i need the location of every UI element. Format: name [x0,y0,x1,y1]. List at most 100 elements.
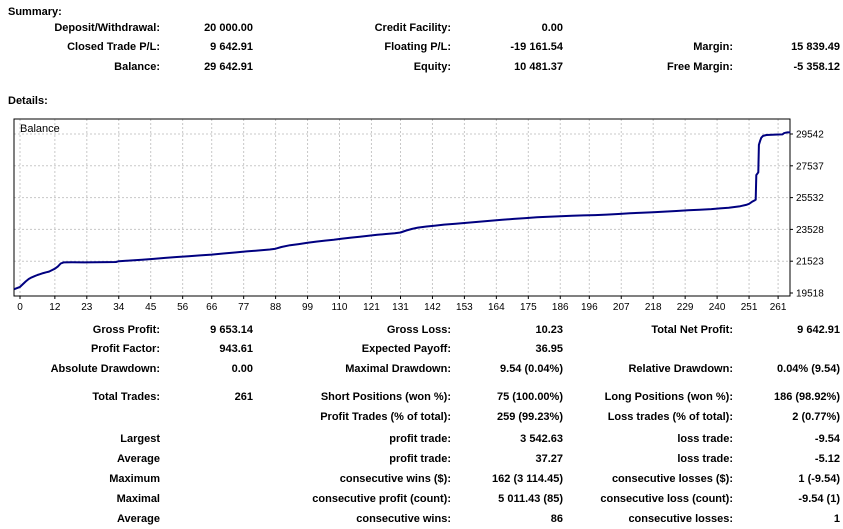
stat-value: -9.54 (1) [798,492,840,505]
x-tick-label: 175 [520,302,537,313]
stat-label: Credit Facility: [374,21,451,34]
stat-value: 3 542.63 [520,432,563,445]
x-tick-label: 153 [456,302,473,313]
stat-label: loss trade: [677,452,733,465]
stat-label: Maximum [109,472,160,485]
stat-label: Total Net Profit: [651,323,733,336]
stat-value: 186 (98.92%) [773,391,840,404]
stat-value: 75 (100.00%) [496,391,563,404]
balance-chart: 0 12 23 34 45 56 66 77 88 99 110 121 131 142 153 164 175… [0,115,843,320]
stat-value: 162 (3 114.45) [492,472,563,485]
stat-value: -19 161.54 [510,41,563,54]
details-row: Maximum consecutive wins ($): 162 (3 114.4… [0,469,841,489]
stat-label: loss trade: [677,432,733,445]
stat-value: 943.61 [219,343,253,356]
stat-label: Floating P/L: [384,41,451,54]
y-tick-label: 19518 [796,289,824,300]
stat-label: profit trade: [389,452,451,465]
x-tick-label: 66 [206,302,218,313]
details-row: Profit Trades (% of total): 259 (99.23%) L… [0,407,841,427]
x-tick-label: 121 [363,302,380,313]
x-tick-label: 164 [488,302,505,313]
stat-value: 0.00 [541,21,563,34]
stat-value: 9 653.14 [210,323,253,336]
details-row: Total Trades: 261 Short Positions (won %):… [0,388,841,408]
stat-value: 259 (99.23%) [496,410,563,423]
stat-value: 261 [234,391,253,404]
y-tick-label: 25532 [796,193,824,204]
summary-table: Deposit/Withdrawal: 20 000.00 Credit Facil… [0,18,841,77]
stat-label: Closed Trade P/L: [67,41,160,54]
x-tick-label: 229 [677,302,694,313]
x-tick-label: 12 [49,302,61,313]
stat-value: 37.27 [535,452,563,465]
balance-line [13,131,791,291]
x-tick-label: 131 [392,302,409,313]
stat-label: Long Positions (won %): [604,391,733,404]
stat-value: 2 (0.77%) [792,410,840,423]
stat-value: -5 358.12 [793,60,840,73]
x-tick-label: 207 [613,302,630,313]
x-tick-label: 99 [302,302,314,313]
stat-label: consecutive losses ($): [611,472,733,485]
y-tick-label: 21523 [796,257,824,268]
y-tick-label: 27537 [796,161,824,172]
details-table: Gross Profit: 9 653.14 Gross Loss: 10.23 Tot… [0,320,841,529]
details-row: Gross Profit: 9 653.14 Gross Loss: 10.23 Tot… [0,320,841,340]
stat-value: 10 481.37 [514,60,563,73]
details-row: Average consecutive wins: 86 consecutive lo… [0,509,841,529]
stat-label: Expected Payoff: [361,343,451,356]
x-tick-label: 88 [270,302,282,313]
stat-value: 29 642.91 [204,60,253,73]
x-tick-label: 34 [113,302,125,313]
stat-value: 9.54 (0.04%) [500,362,563,375]
x-tick-label: 77 [238,302,250,313]
x-tick-label: 23 [81,302,93,313]
stat-label: Profit Trades (% of total): [320,410,451,423]
x-tick-label: 0 [17,302,23,313]
stat-value: 86 [550,512,563,525]
x-tick-label: 56 [177,302,189,313]
stat-label: Balance: [114,60,160,73]
stat-label: Short Positions (won %): [320,391,451,404]
stat-value: 5 011.43 (85) [498,492,563,505]
stat-label: Largest [120,432,160,445]
stat-label: Gross Loss: [386,323,451,336]
details-title: Details: [8,95,48,107]
details-row: Maximal consecutive profit (count): 5 011.… [0,489,841,509]
stat-value: 0.04% (9.54) [777,362,840,375]
stat-label: Margin: [693,41,733,54]
stat-label: Total Trades: [92,391,160,404]
x-tick-label: 142 [424,302,441,313]
stat-value: 36.95 [535,343,563,356]
stat-label: profit trade: [389,432,451,445]
stat-label: Deposit/Withdrawal: [54,21,160,34]
details-row: Absolute Drawdown: 0.00 Maximal Drawdown: 9… [0,359,841,379]
x-tick-label: 261 [770,302,787,313]
stat-label: Gross Profit: [92,323,160,336]
stat-label: Loss trades (% of total): [607,410,733,423]
stat-label: consecutive loss (count): [600,492,733,505]
x-tick-label: 45 [145,302,157,313]
stat-value: 15 839.49 [791,41,840,54]
y-tick-label: 23528 [796,225,824,236]
summary-row: Deposit/Withdrawal: 20 000.00 Credit Facil… [0,18,841,38]
stat-label: Equity: [413,60,451,73]
details-row: Average profit trade: 37.27 loss trade: -5.1… [0,449,841,469]
x-tick-label: 110 [332,302,348,313]
y-tick-label: 29542 [796,130,824,141]
summary-row: Closed Trade P/L: 9 642.91 Floating P/L: -1… [0,38,841,58]
stat-label: consecutive wins ($): [339,472,451,485]
stat-label: Maximal [116,492,160,505]
stat-label: consecutive profit (count): [312,492,451,505]
stat-label: consecutive losses: [628,512,733,525]
chart-border [13,118,791,297]
x-tick-label: 251 [741,302,758,313]
chart-series-title: Balance [20,123,60,135]
summary-title: Summary: [8,6,62,18]
balance-chart-svg: 0 12 23 34 45 56 66 77 88 99 110 121 131 142 153 164 175… [13,118,824,313]
stat-label: consecutive wins: [356,512,451,525]
stat-value: 0.00 [231,362,253,375]
stat-label: Average [116,512,160,525]
